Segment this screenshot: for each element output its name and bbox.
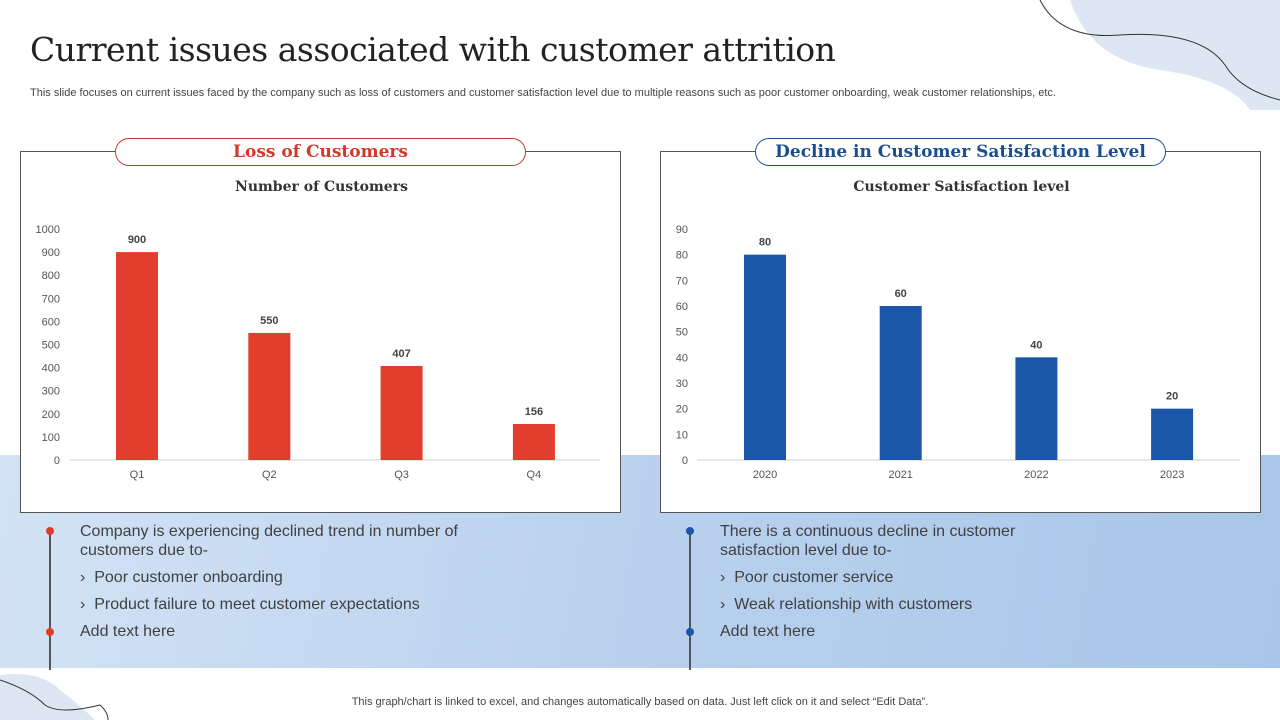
y-tick-label: 20	[676, 404, 688, 416]
bar-q3	[380, 365, 423, 460]
sub-bullet-text: Weak relationship with customers	[734, 596, 973, 613]
x-tick-label: Q3	[394, 469, 409, 481]
x-tick-label: 2022	[1024, 469, 1048, 481]
data-label: 80	[759, 237, 771, 249]
y-tick-label: 0	[682, 455, 688, 467]
x-tick-label: 2020	[753, 469, 777, 481]
bullet-dot	[46, 527, 54, 535]
sub-bullet: › Poor customer onboarding	[80, 568, 283, 587]
y-tick-label: 30	[676, 378, 688, 390]
bullet-dot	[46, 628, 54, 636]
bar-2021	[879, 306, 922, 460]
y-tick-label: 800	[42, 270, 60, 282]
y-tick-label: 300	[42, 386, 60, 398]
bar-q2	[248, 332, 291, 460]
data-label: 40	[1030, 339, 1042, 351]
chevron-icon: ›	[80, 596, 95, 613]
chart-title: Customer Satisfaction level	[853, 179, 1070, 195]
y-tick-label: 100	[42, 432, 60, 444]
y-tick-label: 400	[42, 363, 60, 375]
loss-of-customers-heading: Loss of Customers	[115, 138, 526, 166]
bar-q4	[512, 423, 555, 460]
y-tick-label: 500	[42, 340, 60, 352]
y-tick-label: 80	[676, 250, 688, 262]
chart-title: Number of Customers	[235, 179, 408, 195]
sub-bullet-text: Poor customer service	[734, 569, 894, 586]
sub-bullet-text: Product failure to meet customer expecta…	[94, 596, 420, 613]
x-tick-label: Q4	[527, 469, 542, 481]
sub-bullet: › Product failure to meet customer expec…	[80, 595, 420, 614]
bullet-dot	[686, 527, 694, 535]
sub-bullet-text: Poor customer onboarding	[94, 569, 283, 586]
y-tick-label: 200	[42, 409, 60, 421]
x-tick-label: 2023	[1160, 469, 1184, 481]
bullet-main: There is a continuous decline in custome…	[720, 523, 1016, 559]
x-tick-label: Q1	[130, 469, 145, 481]
y-tick-label: 40	[676, 352, 688, 364]
timeline-line	[49, 530, 51, 670]
chevron-icon: ›	[720, 569, 735, 586]
chevron-icon: ›	[720, 596, 735, 613]
y-tick-label: 60	[676, 301, 688, 313]
x-tick-label: Q2	[262, 469, 277, 481]
page-subtitle: This slide focuses on current issues fac…	[30, 87, 1056, 99]
data-label: 407	[392, 348, 410, 360]
data-label: 60	[895, 288, 907, 300]
bar-2020	[744, 254, 786, 460]
y-tick-label: 10	[676, 429, 688, 441]
bullet-main: Company is experiencing declined trend i…	[80, 523, 458, 559]
y-tick-label: 70	[676, 275, 688, 287]
bar-q1	[116, 252, 158, 460]
sub-bullet: › Weak relationship with customers	[720, 595, 972, 614]
page-title: Current issues associated with customer …	[30, 30, 836, 69]
timeline-line	[689, 530, 691, 670]
bullet-add: Add text here	[720, 623, 816, 640]
bar-2023	[1151, 408, 1194, 460]
data-label: 550	[260, 315, 278, 327]
y-tick-label: 0	[54, 455, 60, 467]
bullet-dot	[686, 628, 694, 636]
x-tick-label: 2021	[888, 469, 912, 481]
y-tick-label: 1000	[36, 224, 60, 236]
bullet-add: Add text here	[80, 623, 176, 640]
chevron-icon: ›	[80, 569, 95, 586]
satisfaction-heading: Decline in Customer Satisfaction Level	[755, 138, 1166, 166]
bar-2022	[1015, 357, 1058, 460]
data-label: 900	[128, 234, 146, 246]
y-tick-label: 90	[676, 224, 688, 236]
y-tick-label: 700	[42, 293, 60, 305]
y-tick-label: 900	[42, 247, 60, 259]
sub-bullet: › Poor customer service	[720, 568, 893, 587]
data-label: 156	[525, 406, 543, 418]
y-tick-label: 600	[42, 316, 60, 328]
footer-note: This graph/chart is linked to excel, and…	[351, 696, 929, 708]
y-tick-label: 50	[676, 327, 688, 339]
data-label: 20	[1166, 391, 1178, 403]
